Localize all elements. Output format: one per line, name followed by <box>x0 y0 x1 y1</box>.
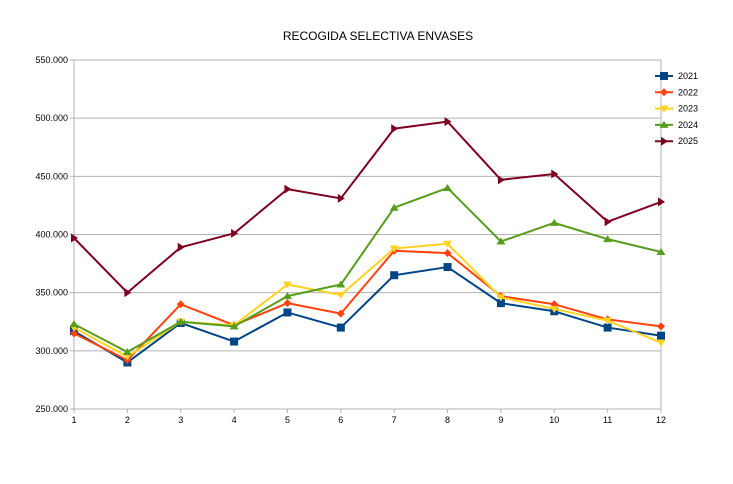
data-point-2025 <box>284 184 292 194</box>
legend-label: 2022 <box>678 87 698 97</box>
legend-item-2022: 2022 <box>655 87 698 97</box>
series-line-2021 <box>73 266 662 364</box>
legend-label: 2024 <box>678 120 698 130</box>
data-point-2025 <box>337 193 345 203</box>
series-lines <box>69 117 666 367</box>
data-point-2025 <box>497 175 505 185</box>
x-tick-label: 3 <box>178 415 183 425</box>
data-point-2021 <box>496 299 505 308</box>
legend-swatch-marker <box>661 136 668 146</box>
x-tick-label: 12 <box>656 415 666 425</box>
data-point-2023 <box>603 317 613 325</box>
legend-swatch-marker <box>659 105 669 113</box>
data-point-2023 <box>122 353 132 361</box>
data-point-2023 <box>282 281 292 289</box>
data-point-2024 <box>229 322 239 330</box>
legend-item-2025: 2025 <box>655 136 698 146</box>
x-tick-label: 1 <box>71 415 76 425</box>
y-tick-label: 350.000 <box>35 288 68 298</box>
data-point-2025 <box>444 117 452 127</box>
x-tick-label: 4 <box>232 415 237 425</box>
y-tick-label: 400.000 <box>35 230 68 240</box>
data-point-2024 <box>656 247 666 255</box>
data-point-2021 <box>283 308 292 317</box>
data-point-2022 <box>657 322 665 331</box>
data-point-2021 <box>390 271 399 280</box>
x-tick-label: 9 <box>498 415 503 425</box>
chart-title: RECOGIDA SELECTIVA ENVASES <box>283 29 473 43</box>
data-point-2021 <box>603 323 612 332</box>
y-tick-label: 300.000 <box>35 346 68 356</box>
x-tick-label: 2 <box>125 415 130 425</box>
data-point-2025 <box>391 124 399 134</box>
legend-swatch-marker <box>660 88 668 97</box>
data-point-2023 <box>549 305 559 313</box>
data-point-2024 <box>176 317 186 325</box>
series-2025 <box>71 117 665 298</box>
x-tick-label: 8 <box>445 415 450 425</box>
legend-item-2023: 2023 <box>655 104 698 114</box>
x-tick-label: 11 <box>603 415 612 425</box>
data-point-2023 <box>656 339 666 347</box>
data-point-2023 <box>336 291 346 299</box>
legend-swatch-marker <box>660 72 668 80</box>
data-point-2025 <box>124 288 132 298</box>
x-tick-label: 5 <box>285 415 290 425</box>
x-tick-label: 7 <box>392 415 397 425</box>
x-tick-label: 6 <box>338 415 343 425</box>
data-point-2022 <box>70 329 78 338</box>
legend-label: 2021 <box>678 71 698 81</box>
data-point-2024 <box>603 235 613 243</box>
data-point-2025 <box>231 228 239 238</box>
data-point-2023 <box>389 245 399 253</box>
data-point-2024 <box>282 292 292 300</box>
series-line-2025 <box>73 120 662 294</box>
legend-item-2024: 2024 <box>655 120 698 130</box>
grid-lines <box>74 59 661 410</box>
series-2024 <box>69 183 666 355</box>
data-point-2021 <box>336 323 345 332</box>
data-point-2024 <box>496 237 506 245</box>
data-point-2022 <box>443 249 452 258</box>
data-point-2024 <box>389 203 399 211</box>
data-point-2024 <box>336 280 346 288</box>
data-point-2025 <box>551 169 559 179</box>
data-point-2024 <box>122 347 132 355</box>
legend: 2021 2022 2023 2024 2025 <box>655 71 698 146</box>
legend-item-2021: 2021 <box>655 71 698 81</box>
series-line-2022 <box>73 249 662 362</box>
data-point-2024 <box>549 218 559 226</box>
y-tick-label: 500.000 <box>35 113 68 123</box>
data-point-2021 <box>230 337 239 346</box>
data-point-2025 <box>604 217 612 227</box>
data-point-2021 <box>657 331 665 340</box>
x-tick-label: 10 <box>549 415 559 425</box>
data-point-2022 <box>336 309 345 318</box>
legend-label: 2023 <box>678 104 698 114</box>
data-point-2021 <box>443 263 452 272</box>
axes: 250.000 300.000 350.000 400.000 450.000 500.0… <box>35 55 666 425</box>
data-point-2023 <box>496 294 506 302</box>
y-tick-label: 450.000 <box>35 171 68 181</box>
data-point-2024 <box>443 183 453 191</box>
data-point-2025 <box>71 233 78 243</box>
data-point-2022 <box>283 299 292 308</box>
data-point-2022 <box>176 300 185 309</box>
data-point-2023 <box>443 240 453 248</box>
data-point-2025 <box>658 197 665 207</box>
y-tick-label: 250.000 <box>35 404 68 414</box>
y-tick-label: 550.000 <box>35 55 68 65</box>
data-point-2024 <box>69 320 79 328</box>
legend-label: 2025 <box>678 136 698 146</box>
legend-swatch-marker <box>659 120 669 128</box>
data-point-2025 <box>177 242 185 252</box>
series-line-2024 <box>73 186 662 353</box>
